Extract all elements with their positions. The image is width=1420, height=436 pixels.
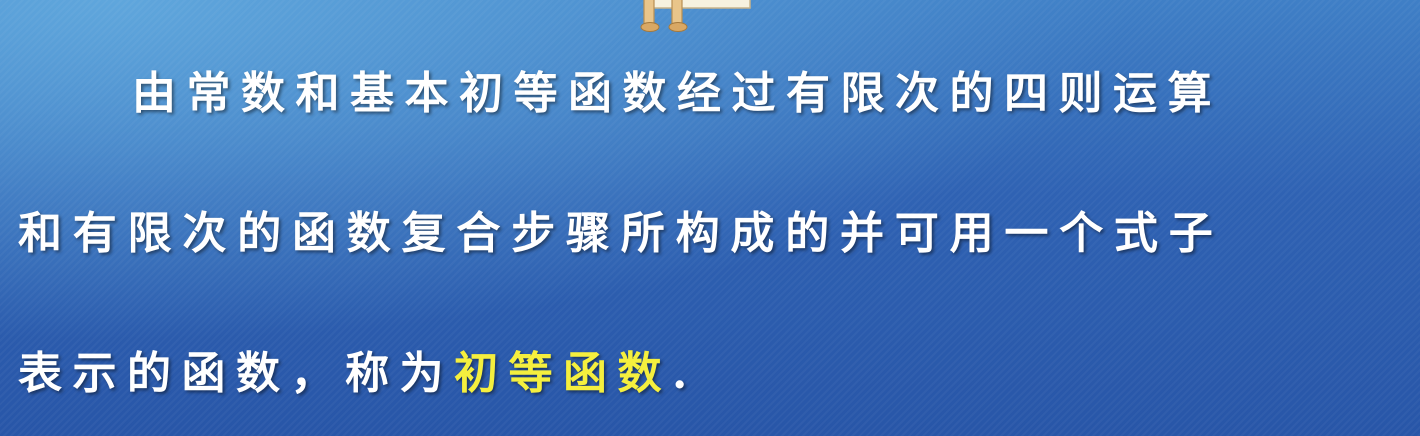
paragraph-line-1: 由常数和基本初等函数经过有限次的四则运算: [132, 68, 1222, 119]
paragraph-line-3-suffix: .: [672, 348, 698, 399]
cartoon-figure-icon: [638, 0, 758, 34]
paragraph-line-3-prefix: 表示的函数，称为: [18, 348, 454, 399]
paragraph-line-3: 表示的函数，称为初等函数.: [18, 352, 698, 396]
paragraph-line-2: 和有限次的函数复合步骤所构成的并可用一个式子: [18, 208, 1224, 259]
highlighted-term: 初等函数: [454, 348, 672, 399]
